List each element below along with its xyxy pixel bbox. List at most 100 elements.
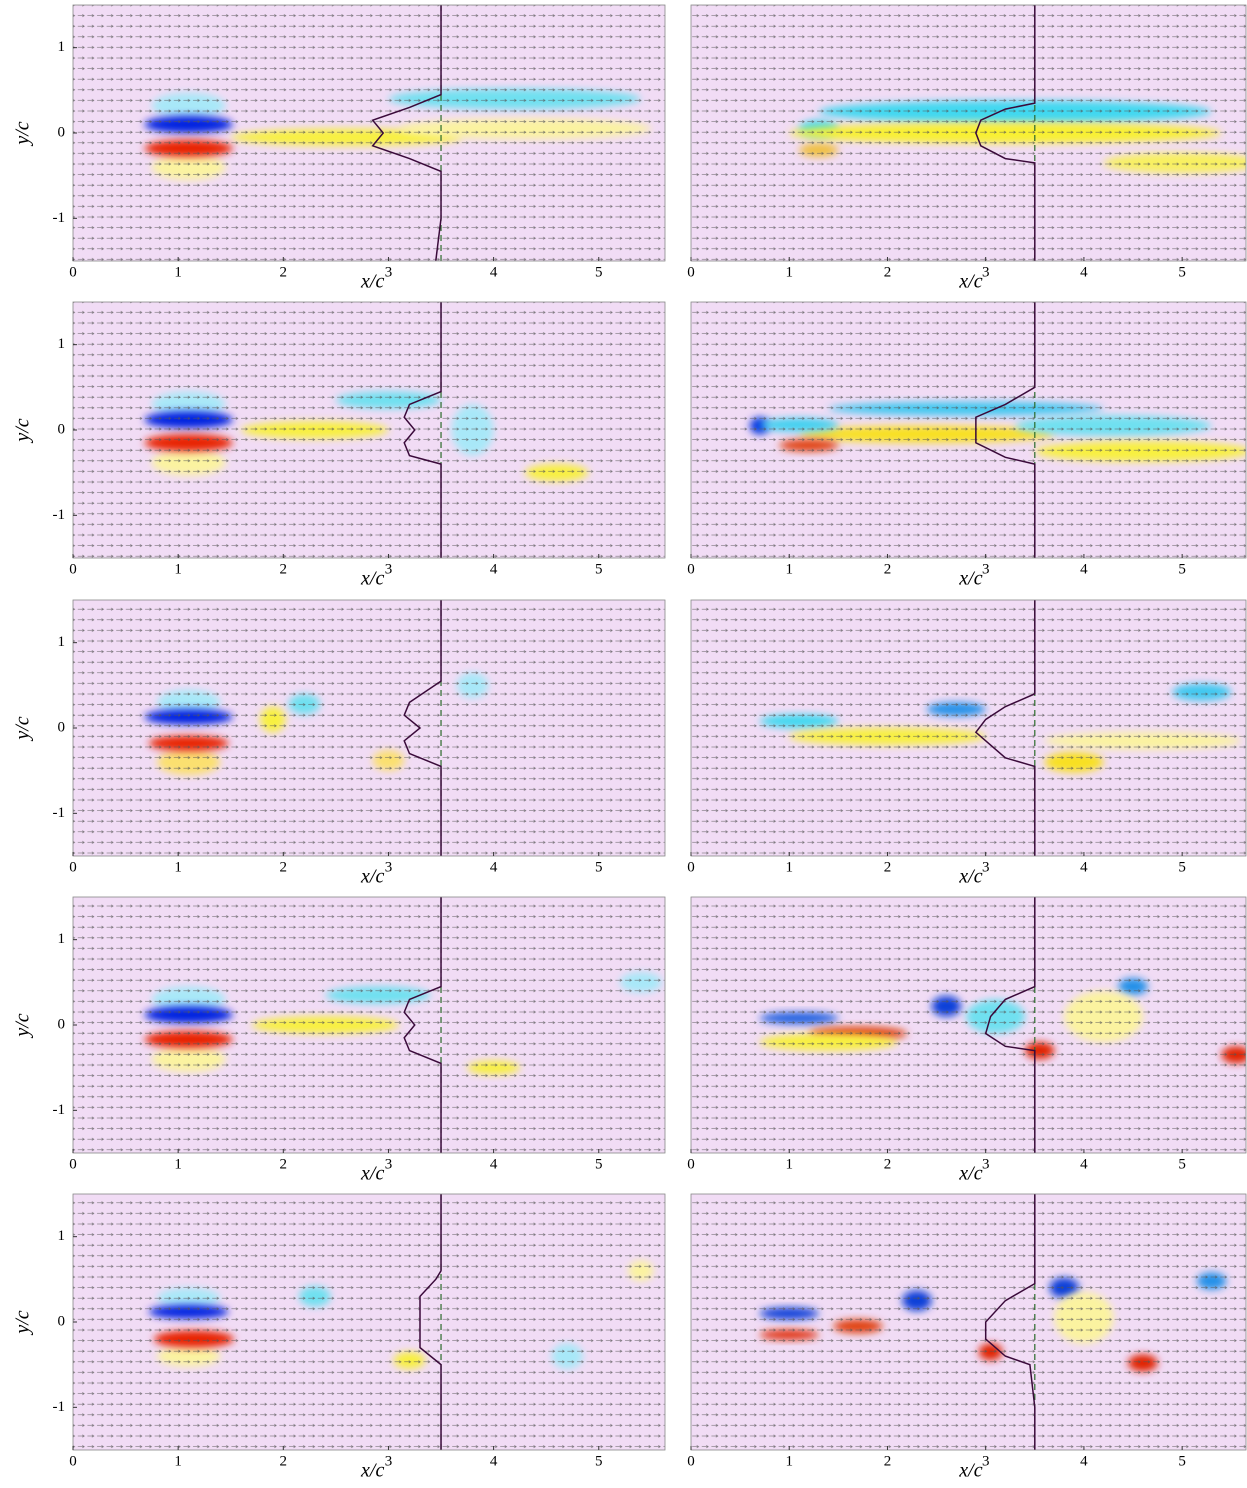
x-tick-label: 3 xyxy=(385,1453,393,1469)
x-tick-label: 4 xyxy=(490,1453,498,1469)
x-tick-label: 4 xyxy=(1080,264,1088,280)
y-tick-label: -1 xyxy=(53,210,66,226)
velocity-profile xyxy=(403,897,442,1153)
y-tick-label: -1 xyxy=(53,805,66,821)
velocity-vectors xyxy=(73,897,665,1153)
x-tick-label: 0 xyxy=(687,1156,695,1172)
x-tick-label: 3 xyxy=(385,561,393,577)
y-tick-label: 0 xyxy=(58,719,66,735)
plot-area xyxy=(73,5,665,261)
plot-frame xyxy=(690,599,1247,857)
x-tick-label: 1 xyxy=(174,859,182,875)
y-tick-label: 1 xyxy=(58,931,66,947)
x-tick-label: 1 xyxy=(785,264,793,280)
plot-frame xyxy=(690,4,1247,262)
y-axis-label: y/c xyxy=(12,716,34,741)
panel: 0 1 2 3 4 5 -1 0 1 x/c y/c xyxy=(12,301,666,590)
velocity-profile xyxy=(419,1194,442,1450)
x-tick-label: 1 xyxy=(174,264,182,280)
plot-area xyxy=(73,897,665,1153)
x-tick-label: 4 xyxy=(490,859,498,875)
x-tick-label: 5 xyxy=(1178,859,1186,875)
x-axis-label: x/c xyxy=(360,866,384,888)
velocity-profile xyxy=(371,5,442,261)
x-tick-label: 0 xyxy=(69,561,77,577)
velocity-profile xyxy=(974,600,1036,856)
plot-area xyxy=(691,600,1246,856)
x-tick-label: 2 xyxy=(884,561,892,577)
x-tick-label: 5 xyxy=(1178,1156,1186,1172)
velocity-vectors xyxy=(691,1194,1246,1450)
x-tick-label: 0 xyxy=(69,1453,77,1469)
x-tick-label: 2 xyxy=(884,264,892,280)
plot-area xyxy=(73,1194,665,1450)
panel: 0 1 2 3 4 5 x/c xyxy=(687,896,1247,1185)
x-tick-label: 2 xyxy=(884,859,892,875)
velocity-vectors xyxy=(73,600,665,856)
y-tick-label: 1 xyxy=(58,336,66,352)
x-tick-label: 2 xyxy=(884,1156,892,1172)
y-tick-label: 0 xyxy=(58,1016,66,1032)
y-tick-label: 1 xyxy=(58,39,66,55)
x-axis-label: x/c xyxy=(958,866,982,888)
x-tick-label: 2 xyxy=(884,1453,892,1469)
x-tick-label: 2 xyxy=(280,1156,288,1172)
panel: 0 1 2 3 4 5 x/c xyxy=(687,599,1247,888)
x-tick-label: 5 xyxy=(595,1453,603,1469)
panel: 0 1 2 3 4 5 -1 0 1 x/c y/c xyxy=(12,896,666,1185)
x-axis-label: x/c xyxy=(360,568,384,590)
x-tick-label: 4 xyxy=(490,1156,498,1172)
velocity-profile xyxy=(984,897,1036,1153)
plot-area xyxy=(73,302,665,558)
x-tick-label: 4 xyxy=(1080,561,1088,577)
x-tick-label: 2 xyxy=(280,561,288,577)
velocity-profile xyxy=(984,1194,1036,1450)
plot-frame xyxy=(690,301,1247,559)
x-tick-label: 5 xyxy=(1178,561,1186,577)
x-tick-label: 0 xyxy=(687,1453,695,1469)
x-axis-label: x/c xyxy=(360,271,384,293)
plot-frame xyxy=(690,1193,1247,1451)
x-tick-label: 3 xyxy=(385,264,393,280)
velocity-vectors xyxy=(73,302,665,558)
x-tick-label: 5 xyxy=(1178,264,1186,280)
x-tick-label: 0 xyxy=(687,264,695,280)
x-axis-label: x/c xyxy=(958,568,982,590)
x-axis-label: x/c xyxy=(958,1163,982,1185)
x-tick-label: 5 xyxy=(1178,1453,1186,1469)
x-tick-label: 4 xyxy=(1080,1453,1088,1469)
velocity-vectors xyxy=(73,5,665,261)
velocity-vectors xyxy=(691,302,1246,558)
velocity-vectors xyxy=(691,600,1246,856)
panel: 0 1 2 3 4 5 -1 0 1 x/c y/c xyxy=(12,4,666,293)
x-tick-label: 0 xyxy=(69,264,77,280)
panel: 0 1 2 3 4 5 x/c xyxy=(687,301,1247,590)
x-tick-label: 3 xyxy=(982,1453,990,1469)
plot-area xyxy=(691,897,1246,1153)
x-tick-label: 0 xyxy=(687,859,695,875)
x-tick-label: 3 xyxy=(982,859,990,875)
x-tick-label: 0 xyxy=(69,859,77,875)
x-tick-label: 1 xyxy=(785,859,793,875)
x-axis-label: x/c xyxy=(958,1460,982,1482)
x-tick-label: 3 xyxy=(385,859,393,875)
velocity-vectors xyxy=(73,1194,665,1450)
y-tick-label: 0 xyxy=(58,1313,66,1329)
velocity-vectors xyxy=(691,897,1246,1153)
plot-area xyxy=(691,1194,1246,1450)
x-tick-label: 3 xyxy=(982,264,990,280)
plot-area xyxy=(73,600,665,856)
x-tick-label: 5 xyxy=(595,859,603,875)
velocity-profile xyxy=(403,302,442,558)
x-tick-label: 2 xyxy=(280,859,288,875)
velocity-profile xyxy=(975,5,1036,261)
y-tick-label: 0 xyxy=(58,421,66,437)
x-tick-label: 1 xyxy=(174,561,182,577)
plot-frame xyxy=(690,896,1247,1154)
x-tick-label: 4 xyxy=(490,264,498,280)
y-tick-label: 0 xyxy=(58,124,66,140)
plot-area xyxy=(691,302,1246,558)
x-tick-label: 1 xyxy=(785,1156,793,1172)
